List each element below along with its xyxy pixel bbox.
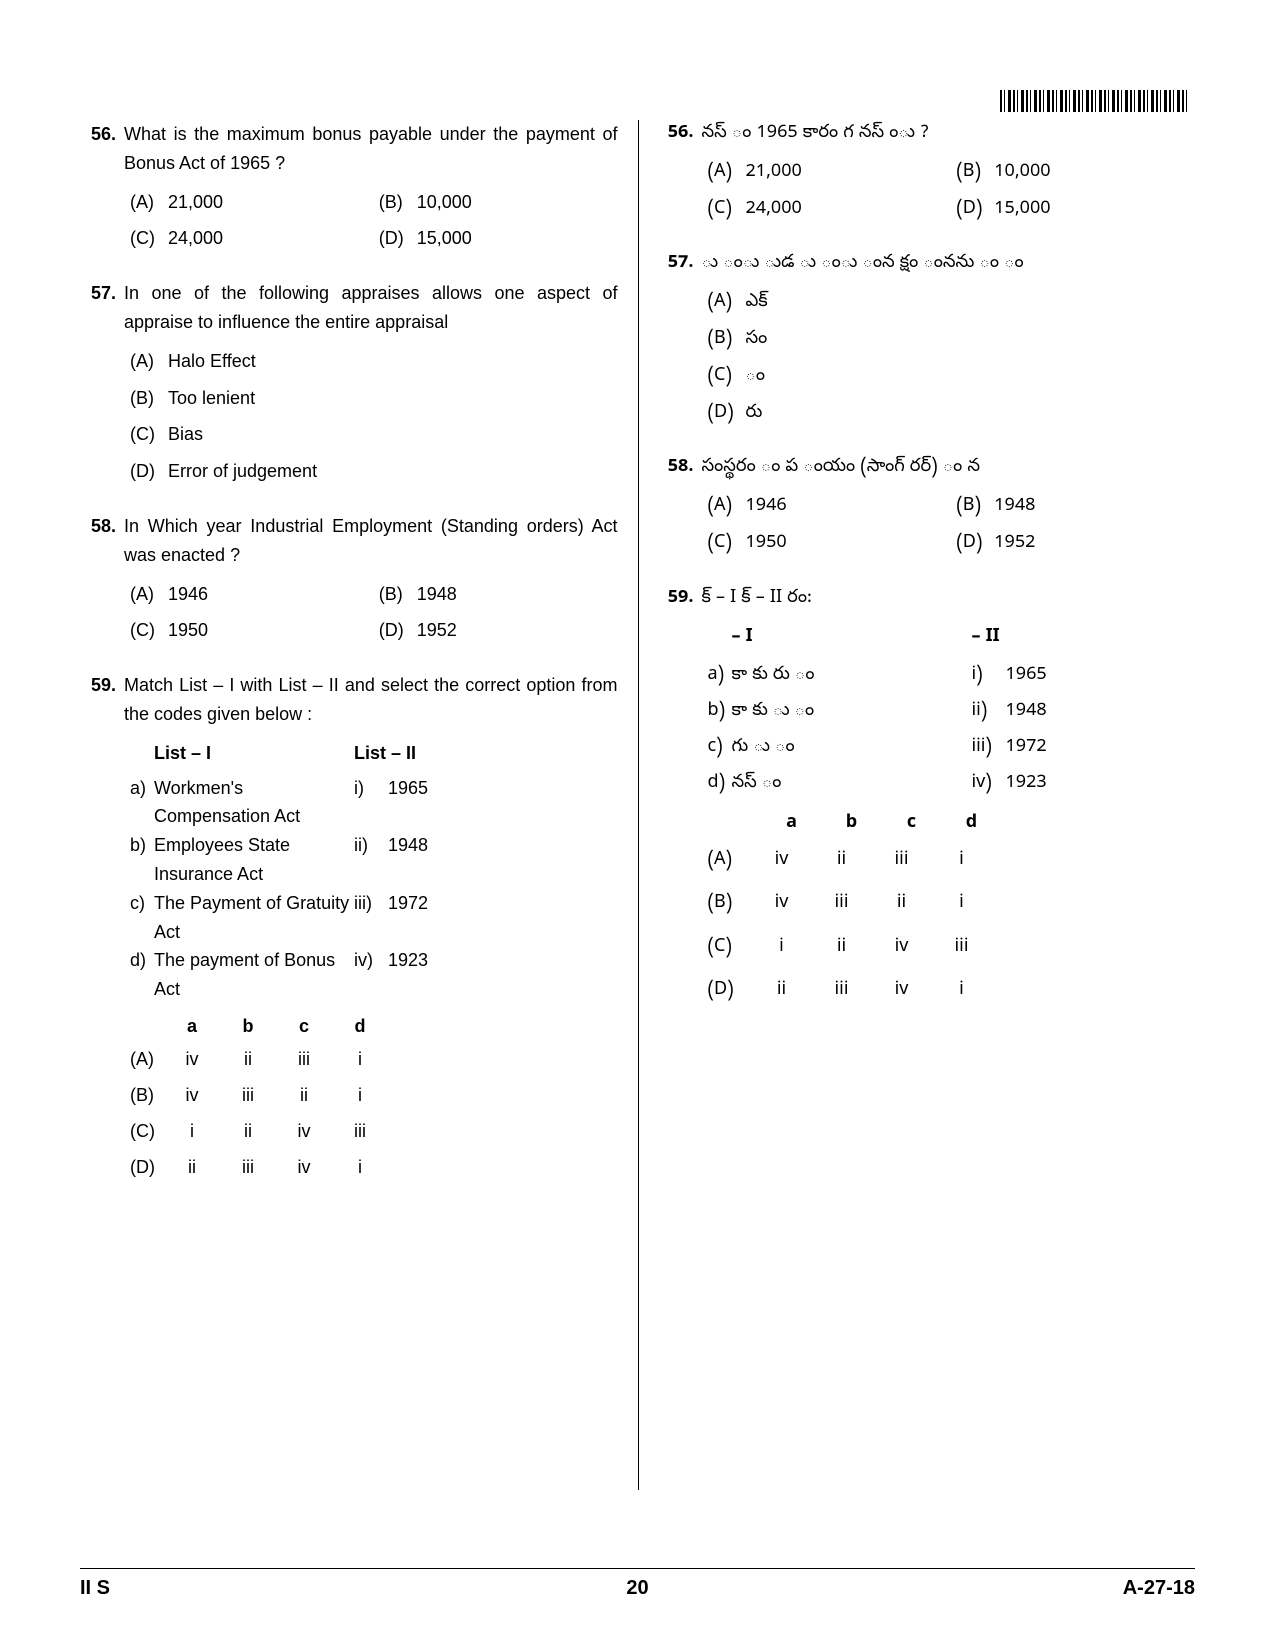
- q56-text: What is the maximum bonus payable under …: [124, 120, 618, 178]
- q59r-match-header: abcd: [762, 810, 1196, 839]
- q57r-opt-b: (B)సం: [708, 326, 1196, 355]
- question-56: 56. What is the maximum bonus payable un…: [80, 120, 618, 253]
- q58r-opt-a: (A)1946: [708, 493, 947, 522]
- question-57-tel: 57. ు ంు ుడ ు ంు ంన క్షం ంనను ం ం (A)ఎక్…: [658, 250, 1196, 428]
- list-pair: a)కా కు రు ంi)1965: [708, 658, 1196, 694]
- q57-opt-b: (B)Too lenient: [130, 384, 618, 413]
- list-pair: a)Workmen's Compensation Acti)1965: [130, 774, 618, 832]
- q59-list1-header: List – I: [154, 739, 354, 768]
- column-divider: [638, 120, 639, 1490]
- q59-answers: (A)iviiiiii(B)iviiiiii(C)iiiiviii(D)iiii…: [124, 1041, 618, 1185]
- q59r-answers: (A)iviiiiii(B)iviiiiii(C)iiiiviii(D)iiii…: [702, 839, 1196, 1012]
- q56-number: 56.: [80, 120, 124, 253]
- q58-opt-d: (D)1952: [379, 616, 618, 645]
- q59-pairs: a)Workmen's Compensation Acti)1965b)Empl…: [124, 774, 618, 1004]
- q59r-text: క్ – I క్ – II రం:: [702, 585, 1196, 614]
- question-57: 57. In one of the following appraises al…: [80, 279, 618, 486]
- q59-number: 59.: [80, 671, 124, 1185]
- match-answer: (B)iviiiiii: [708, 882, 1196, 925]
- right-column: 56. నస్ ం 1965 కారం గ నస్ ంు ? (A)21,000…: [638, 120, 1196, 1211]
- question-56-tel: 56. నస్ ం 1965 కారం గ నస్ ంు ? (A)21,000…: [658, 120, 1196, 224]
- q56r-opt-c: (C)24,000: [708, 196, 947, 225]
- match-answer: (C)iiiiviii: [130, 1113, 618, 1149]
- q56r-opt-b: (B)10,000: [956, 159, 1195, 188]
- q59r-pairs: a)కా కు రు ంi)1965b)కా కు ు ంii)1948c)గు…: [702, 658, 1196, 802]
- q58-number: 58.: [80, 512, 124, 645]
- q56r-text: నస్ ం 1965 కారం గ నస్ ంు ?: [702, 120, 1196, 149]
- q59r-list2-header: – II: [972, 624, 1000, 653]
- barcode: [1000, 90, 1190, 112]
- q57-number: 57.: [80, 279, 124, 486]
- list-pair: b)Employees State Insurance Actii)1948: [130, 831, 618, 889]
- q57-opt-a: (A)Halo Effect: [130, 347, 618, 376]
- list-pair: b)కా కు ు ంii)1948: [708, 694, 1196, 730]
- q58r-text: సంస్థరం ం ప ంయం (సాంగ్ రర్) ం న: [702, 454, 1196, 483]
- q58r-number: 58.: [658, 454, 702, 558]
- q58r-opt-c: (C)1950: [708, 530, 947, 559]
- list-pair: d)The payment of Bonus Activ)1923: [130, 946, 618, 1004]
- q58-text: In Which year Industrial Employment (Sta…: [124, 512, 618, 570]
- q59-list2-header: List – II: [354, 739, 416, 768]
- q56-opt-a: (A)21,000: [130, 188, 369, 217]
- q58r-opt-b: (B)1948: [956, 493, 1195, 522]
- q58-opt-c: (C)1950: [130, 616, 369, 645]
- footer-right: A-27-18: [1123, 1577, 1195, 1600]
- question-59: 59. Match List – I with List – II and se…: [80, 671, 618, 1185]
- footer-left: II S: [80, 1577, 110, 1600]
- q57-opt-d: (D)Error of judgement: [130, 457, 618, 486]
- q57r-text: ు ంు ుడ ు ంు ంన క్షం ంనను ం ం: [702, 250, 1196, 279]
- list-pair: d)నస్ ంiv)1923: [708, 766, 1196, 802]
- q57r-opt-c: (C)ం: [708, 363, 1196, 392]
- list-pair: c)గు ు ంiii)1972: [708, 730, 1196, 766]
- q58-opt-b: (B)1948: [379, 580, 618, 609]
- exam-page: 56. What is the maximum bonus payable un…: [0, 0, 1275, 1650]
- question-59-tel: 59. క్ – I క్ – II రం: – I – II a)కా కు …: [658, 585, 1196, 1012]
- left-column: 56. What is the maximum bonus payable un…: [80, 120, 638, 1211]
- q56r-opt-a: (A)21,000: [708, 159, 947, 188]
- question-58: 58. In Which year Industrial Employment …: [80, 512, 618, 645]
- q57-opt-c: (C)Bias: [130, 420, 618, 449]
- match-answer: (C)iiiiviii: [708, 926, 1196, 969]
- match-answer: (A)iviiiiii: [708, 839, 1196, 882]
- page-footer: II S 20 A-27-18: [80, 1568, 1195, 1600]
- q57r-opt-d: (D)రు: [708, 400, 1196, 429]
- match-answer: (D)iiiiiivi: [708, 969, 1196, 1012]
- q56r-number: 56.: [658, 120, 702, 224]
- q58r-opt-d: (D)1952: [956, 530, 1195, 559]
- q56-opt-d: (D)15,000: [379, 224, 618, 253]
- q57r-opt-a: (A)ఎక్: [708, 289, 1196, 318]
- q56-opt-c: (C)24,000: [130, 224, 369, 253]
- question-58-tel: 58. సంస్థరం ం ప ంయం (సాంగ్ రర్) ం న (A)1…: [658, 454, 1196, 558]
- footer-page-number: 20: [626, 1577, 648, 1600]
- match-answer: (A)iviiiiii: [130, 1041, 618, 1077]
- q59r-list1-header: – I: [732, 624, 972, 653]
- q59-match-header: abcd: [164, 1012, 618, 1041]
- q57r-number: 57.: [658, 250, 702, 428]
- q58-opt-a: (A)1946: [130, 580, 369, 609]
- q56-opt-b: (B)10,000: [379, 188, 618, 217]
- q57-text: In one of the following appraises allows…: [124, 279, 618, 337]
- match-answer: (D)iiiiiivi: [130, 1149, 618, 1185]
- q56r-opt-d: (D)15,000: [956, 196, 1195, 225]
- match-answer: (B)iviiiiii: [130, 1077, 618, 1113]
- q59r-number: 59.: [658, 585, 702, 1012]
- list-pair: c)The Payment of Gratuity Actiii)1972: [130, 889, 618, 947]
- q59-text: Match List – I with List – II and select…: [124, 671, 618, 729]
